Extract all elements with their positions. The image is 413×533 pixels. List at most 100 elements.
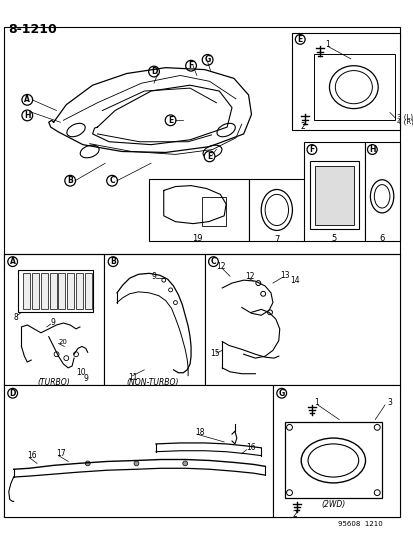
Circle shape — [306, 144, 316, 155]
Circle shape — [54, 352, 59, 357]
Text: F: F — [309, 145, 314, 154]
Bar — [272, 385, 399, 517]
Text: 5: 5 — [331, 234, 336, 243]
Bar — [149, 179, 248, 241]
Bar — [50, 273, 57, 309]
Text: 13: 13 — [279, 271, 289, 280]
Text: 20: 20 — [58, 338, 67, 344]
Text: F: F — [188, 61, 193, 70]
Circle shape — [255, 281, 260, 286]
Text: 9: 9 — [50, 318, 55, 327]
Text: 1: 1 — [313, 399, 318, 407]
Text: G: G — [204, 55, 210, 64]
Text: 12: 12 — [245, 272, 254, 281]
Circle shape — [107, 175, 117, 186]
Bar — [364, 142, 399, 241]
Circle shape — [8, 389, 17, 398]
Circle shape — [148, 66, 159, 77]
Text: 4 (R): 4 (R) — [396, 119, 413, 125]
Circle shape — [65, 175, 75, 186]
Text: 8: 8 — [14, 313, 18, 322]
Bar — [32, 273, 39, 309]
Text: 8-1210: 8-1210 — [8, 23, 57, 36]
Text: 19: 19 — [191, 234, 202, 243]
Text: 11: 11 — [128, 373, 138, 382]
Circle shape — [202, 54, 212, 65]
Text: 7: 7 — [273, 235, 279, 244]
Text: 17: 17 — [57, 449, 66, 458]
Circle shape — [173, 301, 177, 304]
Bar — [284, 423, 381, 497]
Bar — [314, 166, 353, 224]
Text: 16: 16 — [27, 451, 37, 460]
Circle shape — [134, 461, 139, 466]
Circle shape — [185, 60, 196, 71]
Circle shape — [22, 110, 33, 121]
Text: 1: 1 — [325, 40, 330, 49]
Circle shape — [182, 461, 187, 466]
Text: 10: 10 — [76, 368, 85, 377]
Text: E: E — [206, 152, 212, 161]
Circle shape — [161, 278, 165, 282]
Circle shape — [276, 389, 286, 398]
Circle shape — [165, 115, 176, 126]
Text: H: H — [24, 111, 31, 120]
Text: G: G — [278, 389, 284, 398]
Text: C: C — [210, 257, 216, 266]
Bar — [24, 273, 30, 309]
Text: 9: 9 — [151, 272, 156, 281]
Bar — [41, 273, 47, 309]
Bar — [313, 54, 394, 120]
Circle shape — [74, 352, 78, 357]
Bar — [4, 254, 104, 385]
Bar — [76, 273, 83, 309]
Circle shape — [204, 151, 214, 161]
Text: 14: 14 — [290, 276, 299, 285]
Text: C: C — [109, 176, 115, 185]
Text: 3 (L): 3 (L) — [396, 113, 412, 119]
Circle shape — [8, 257, 17, 266]
Circle shape — [267, 310, 272, 315]
Text: 12: 12 — [216, 262, 225, 271]
Bar — [17, 270, 93, 312]
Text: 15: 15 — [210, 349, 220, 358]
Circle shape — [260, 292, 265, 296]
Text: A: A — [24, 95, 30, 104]
Bar — [248, 179, 305, 241]
Bar — [67, 273, 74, 309]
Text: 3: 3 — [386, 399, 391, 407]
Bar — [58, 273, 65, 309]
Circle shape — [22, 94, 33, 105]
Text: D: D — [150, 67, 157, 76]
Text: 2: 2 — [292, 510, 297, 519]
Circle shape — [168, 288, 172, 292]
Text: 16: 16 — [246, 443, 256, 453]
Text: 2: 2 — [299, 122, 304, 131]
Bar — [201, 197, 225, 225]
Text: (TURBO): (TURBO) — [37, 378, 70, 387]
Bar — [4, 385, 272, 517]
Bar — [309, 161, 358, 230]
Circle shape — [208, 257, 218, 266]
Text: 18: 18 — [195, 427, 204, 437]
Text: E: E — [297, 35, 302, 44]
Bar — [292, 33, 399, 130]
Text: H: H — [368, 145, 375, 154]
Circle shape — [64, 356, 69, 360]
Text: E: E — [168, 116, 173, 125]
Bar — [304, 142, 364, 241]
Circle shape — [367, 144, 376, 155]
Text: (NON-TURBO): (NON-TURBO) — [126, 378, 179, 387]
Text: D: D — [9, 389, 16, 398]
Text: 9: 9 — [83, 374, 88, 383]
Text: B: B — [67, 176, 73, 185]
Text: (2WD): (2WD) — [320, 500, 345, 509]
Bar — [104, 254, 204, 385]
Circle shape — [108, 257, 118, 266]
Text: 95608  1210: 95608 1210 — [337, 521, 382, 527]
Text: 6: 6 — [378, 234, 384, 243]
Circle shape — [294, 35, 304, 44]
Circle shape — [85, 461, 90, 466]
Text: A: A — [10, 257, 16, 266]
Text: B: B — [110, 257, 116, 266]
